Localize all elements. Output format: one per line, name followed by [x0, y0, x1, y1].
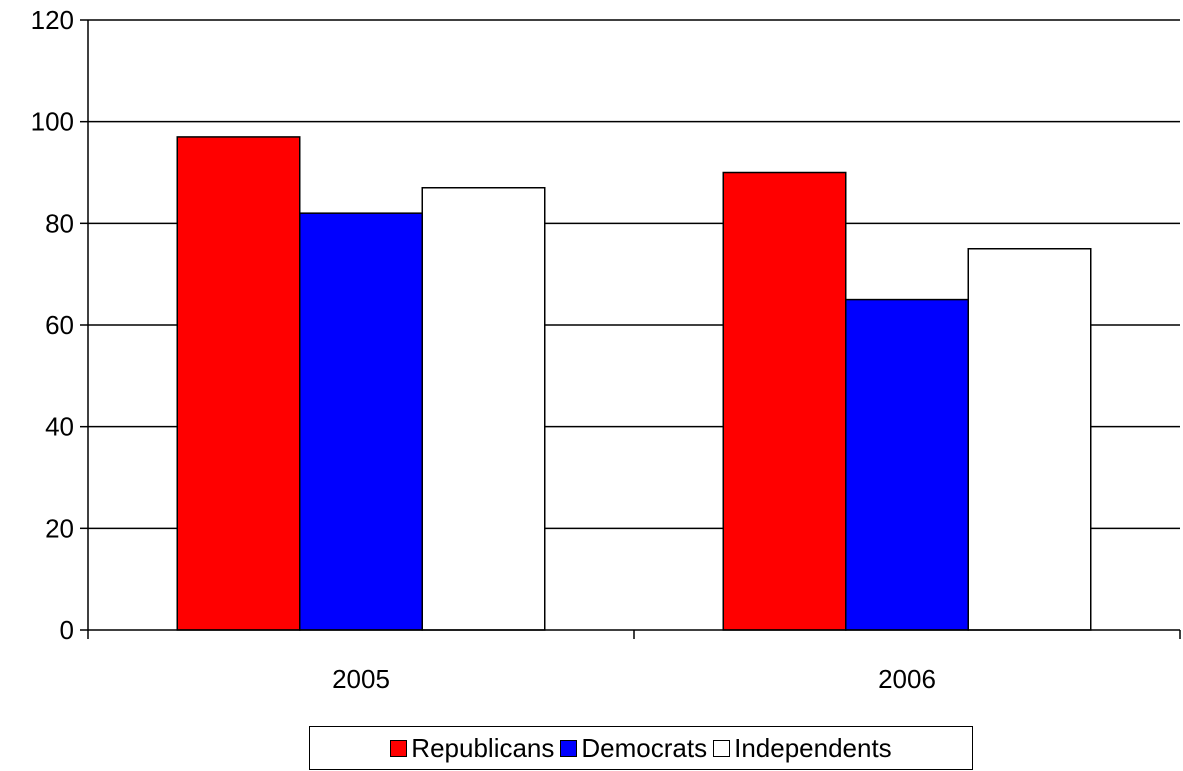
legend-item-democrats: Democrats	[560, 733, 707, 764]
legend-swatch-democrats	[560, 739, 578, 757]
y-tick-label-100: 100	[31, 107, 74, 137]
legend-swatch-republicans	[390, 739, 408, 757]
bar-republicans-2005	[176, 136, 301, 631]
legend-label-republicans: Republicans	[411, 732, 555, 763]
bar-democrats-2005	[299, 212, 423, 631]
bars	[176, 136, 1092, 631]
y-tick-label-120: 120	[31, 5, 74, 35]
legend-swatch-independents	[713, 739, 731, 757]
legend-label-democrats: Democrats	[581, 732, 708, 763]
bar-republicans-2006	[722, 171, 847, 631]
x-tick-label-2006: 2006	[878, 664, 936, 694]
bar-independents-2005	[421, 187, 546, 631]
bar-democrats-2006	[845, 298, 969, 631]
legend-item-independents: Independents	[713, 733, 892, 764]
y-tick-label-0: 0	[60, 615, 74, 645]
x-tick-label-2005: 2005	[332, 664, 390, 694]
y-tick-label-40: 40	[45, 412, 74, 442]
legend-item-republicans: Republicans	[390, 733, 554, 764]
y-tick-label-60: 60	[45, 310, 74, 340]
legend: Republicans Democrats Independents	[309, 726, 973, 770]
bar-independents-2006	[967, 248, 1092, 631]
x-axis-ticks: 2005 2006	[87, 630, 1181, 694]
y-tick-label-20: 20	[45, 513, 74, 543]
y-axis-ticks: 0 20 40 60 80 100 120	[31, 5, 88, 645]
y-tick-label-80: 80	[45, 208, 74, 238]
legend-label-independents: Independents	[734, 732, 892, 763]
